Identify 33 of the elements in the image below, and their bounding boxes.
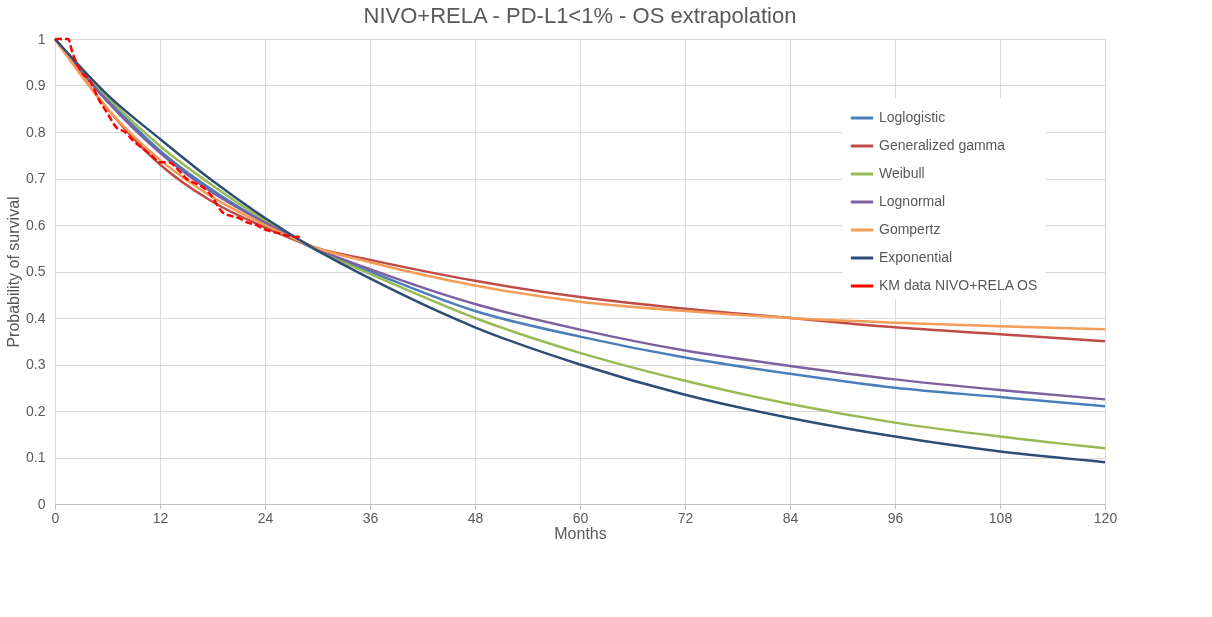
x-tick-label: 72 bbox=[677, 509, 694, 526]
x-tick-label: 36 bbox=[362, 509, 379, 526]
y-tick-label: 0.2 bbox=[26, 402, 46, 419]
x-tick-label: 60 bbox=[572, 509, 589, 526]
x-tick-label: 120 bbox=[1093, 509, 1118, 526]
x-tick-label: 96 bbox=[887, 509, 904, 526]
legend-label: KM data NIVO+RELA OS bbox=[879, 277, 1038, 293]
legend-label: Gompertz bbox=[879, 221, 941, 237]
y-tick-label: 0.9 bbox=[26, 77, 46, 93]
x-tick-label: 24 bbox=[257, 509, 274, 526]
x-tick-label: 48 bbox=[467, 509, 484, 526]
x-tick-label: 108 bbox=[988, 509, 1013, 526]
x-tick-label: 84 bbox=[782, 509, 799, 526]
y-tick-label: 0.4 bbox=[26, 309, 46, 326]
x-tick-label: 0 bbox=[51, 509, 60, 526]
y-tick-label: 0.3 bbox=[26, 356, 46, 372]
legend-label: Generalized gamma bbox=[879, 137, 1006, 153]
x-axis-title: Months bbox=[554, 524, 607, 542]
y-tick-label: 0.6 bbox=[26, 216, 46, 233]
line-series bbox=[53, 37, 302, 238]
y-axis-title: Probability of survival bbox=[5, 196, 23, 348]
y-tick-label: 1 bbox=[37, 30, 46, 47]
legend-label: Loglogistic bbox=[879, 109, 946, 125]
y-tick-label: 0.8 bbox=[26, 123, 46, 140]
y-tick-label: 0 bbox=[37, 495, 46, 512]
legend-label: Exponential bbox=[879, 249, 953, 265]
y-tick-label: 0.1 bbox=[26, 449, 46, 465]
y-tick-label: 0.7 bbox=[26, 170, 46, 186]
legend-label: Lognormal bbox=[879, 193, 946, 209]
y-tick-label: 0.5 bbox=[26, 263, 46, 279]
x-tick-label: 12 bbox=[152, 509, 169, 526]
legend-label: Weibull bbox=[879, 165, 925, 181]
chart-title: NIVO+RELA - PD-L1<1% - OS extrapolation bbox=[363, 3, 797, 28]
